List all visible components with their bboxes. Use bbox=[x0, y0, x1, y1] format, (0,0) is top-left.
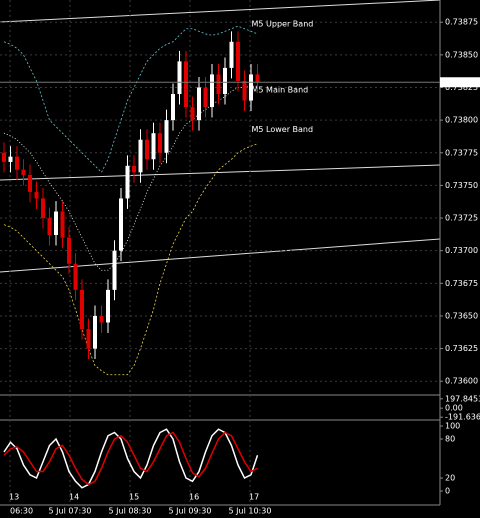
trend-line bbox=[0, 0, 441, 23]
candle-body bbox=[47, 218, 52, 236]
candle-body bbox=[158, 133, 162, 153]
trend-line bbox=[0, 238, 441, 273]
candle-body bbox=[73, 263, 78, 290]
period-label: 17 bbox=[249, 493, 259, 502]
candle-body bbox=[8, 156, 13, 162]
candle-body bbox=[203, 87, 208, 108]
y-tick-label: 0.73675 bbox=[445, 279, 478, 288]
candle-body bbox=[106, 289, 110, 323]
candle-body bbox=[80, 289, 84, 330]
y-tick-label: 0.73600 bbox=[445, 377, 478, 386]
price-box bbox=[440, 77, 480, 88]
band-line bbox=[3, 85, 258, 271]
candle-body bbox=[197, 87, 201, 121]
period-label: 13 bbox=[9, 493, 19, 502]
candle-body bbox=[145, 139, 149, 160]
candle-body bbox=[151, 133, 156, 160]
candle-body bbox=[15, 156, 19, 170]
candle-body bbox=[60, 211, 65, 238]
band-label: M5 Lower Band bbox=[252, 125, 314, 134]
y-tick-label: 0.00 bbox=[445, 404, 463, 413]
y-tick-label: 0.73625 bbox=[445, 344, 478, 353]
candle-body bbox=[210, 74, 214, 108]
candle-body bbox=[119, 198, 123, 251]
candle-body bbox=[34, 191, 39, 199]
y-tick-label: -191.6367 bbox=[445, 413, 480, 422]
y-tick-label: 0 bbox=[445, 487, 450, 496]
y-tick-label: 0.73825 bbox=[445, 83, 478, 92]
candle-body bbox=[236, 41, 240, 81]
x-tick-label: 5 Jul 09:30 bbox=[169, 507, 212, 516]
y-tick-label: 0.73725 bbox=[445, 214, 478, 223]
candle-body bbox=[223, 67, 227, 95]
candle-body bbox=[41, 198, 45, 219]
x-tick-label: 5 Jul 10:30 bbox=[229, 507, 272, 516]
trend-line bbox=[0, 164, 441, 181]
candle-body bbox=[249, 74, 253, 101]
y-tick-label: 100 bbox=[445, 422, 460, 431]
oscillator-line bbox=[3, 428, 259, 489]
period-label: 16 bbox=[189, 493, 199, 502]
y-tick-label: 0.73650 bbox=[445, 311, 478, 320]
band-label: M5 Upper Band bbox=[252, 19, 314, 28]
candle-body bbox=[164, 120, 169, 153]
candle-body bbox=[138, 139, 143, 173]
candle-body bbox=[184, 61, 188, 108]
y-tick-label: 80 bbox=[445, 435, 455, 444]
candle-body bbox=[177, 61, 182, 95]
candle-body bbox=[190, 107, 195, 121]
candle-body bbox=[242, 80, 247, 101]
y-tick-label: 0.73875 bbox=[445, 18, 478, 27]
x-tick-label: 5 Jul 08:30 bbox=[109, 507, 152, 516]
candle-body bbox=[93, 315, 97, 349]
candle-body bbox=[171, 94, 175, 121]
candle-body bbox=[125, 165, 130, 199]
period-label: 15 bbox=[129, 493, 139, 502]
x-tick-label: 5 Jul 07:30 bbox=[49, 507, 92, 516]
period-label: 14 bbox=[69, 493, 79, 502]
y-tick-label: 20 bbox=[445, 474, 455, 483]
candle-body bbox=[86, 329, 91, 349]
oscillator-line bbox=[3, 431, 258, 486]
y-tick-label: 0.73700 bbox=[445, 246, 478, 255]
band-label: M5 Main Band bbox=[252, 86, 309, 95]
candle-body bbox=[229, 41, 234, 68]
candle-body bbox=[112, 250, 117, 290]
candle-body bbox=[67, 237, 71, 264]
y-tick-label: 197.8453 bbox=[445, 394, 480, 403]
candle-body bbox=[99, 315, 104, 323]
candle-body bbox=[216, 74, 221, 95]
x-tick-label: 06:30 bbox=[10, 507, 33, 516]
y-tick-label: 0.73800 bbox=[445, 116, 478, 125]
candle-body bbox=[255, 74, 260, 83]
candle-body bbox=[54, 211, 58, 236]
candle-body bbox=[21, 169, 26, 175]
y-tick-label: 0.73775 bbox=[445, 148, 478, 157]
band-line bbox=[3, 143, 258, 376]
y-tick-label: 0.73750 bbox=[445, 181, 478, 190]
price-label: 0.73829 bbox=[444, 78, 477, 87]
band-line bbox=[3, 25, 258, 174]
candle-body bbox=[28, 174, 32, 192]
candle-body bbox=[2, 152, 6, 162]
y-tick-label: 0.73850 bbox=[445, 50, 478, 59]
candle-body bbox=[132, 165, 136, 173]
